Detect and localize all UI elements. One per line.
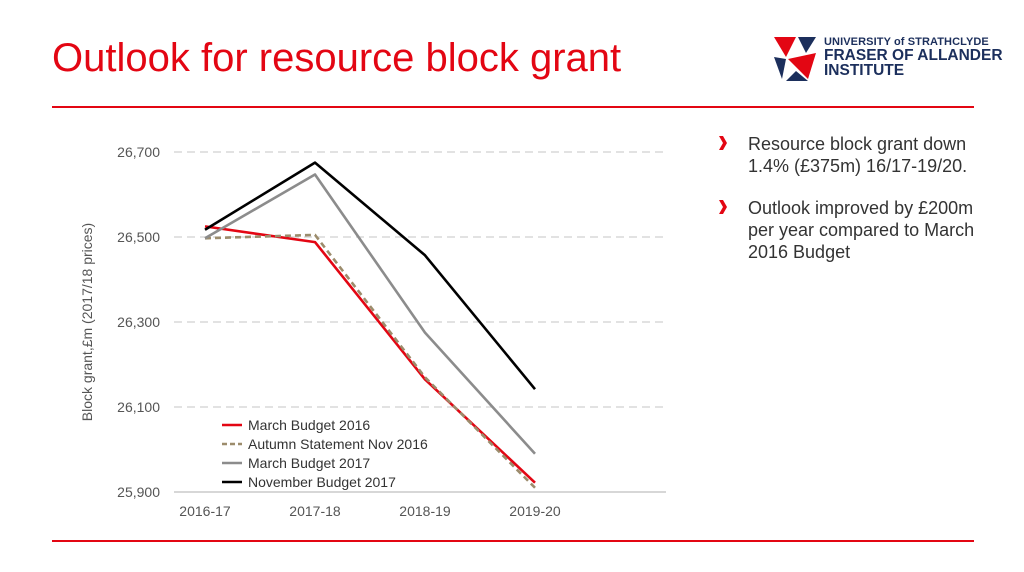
series-line [204, 173, 536, 455]
bottom-divider [52, 540, 974, 542]
top-divider [52, 106, 974, 108]
bullet-item: Outlook improved by £200m per year compa… [718, 197, 998, 263]
bullet-text: Outlook improved by £200m per year compa… [748, 198, 975, 262]
y-tick-label: 26,500 [117, 229, 160, 245]
logo-university: UNIVERSITY of STRATHCLYDE [824, 36, 989, 48]
chevron-right-icon [719, 136, 727, 150]
bullet-item: Resource block grant down 1.4% (£375m) 1… [718, 133, 998, 177]
logo-institute-line2: INSTITUTE [824, 62, 905, 79]
bullet-text: Resource block grant down 1.4% (£375m) 1… [748, 134, 968, 176]
logo-emblem-icon [774, 37, 816, 81]
series-line [204, 233, 536, 489]
y-tick-label: 26,100 [117, 399, 160, 415]
legend-label: November Budget 2017 [248, 474, 396, 490]
chart: 25,900 26,100 26,300 26,500 26,700 2016-17 201… [70, 120, 680, 535]
line-chart: 25,900 26,100 26,300 26,500 26,700 2016-17 201… [79, 144, 666, 519]
y-tick-label: 26,300 [117, 314, 160, 330]
x-tick-label: 2017-18 [289, 503, 341, 519]
series-line [204, 225, 536, 484]
y-axis-label: Block grant,£m (2017/18 prices) [79, 223, 95, 421]
slide-title: Outlook for resource block grant [52, 36, 622, 80]
chevron-right-icon [719, 200, 727, 214]
legend-label: March Budget 2017 [248, 455, 370, 471]
series-line [204, 161, 537, 390]
legend-label: March Budget 2016 [248, 417, 370, 433]
x-tick-label: 2018-19 [399, 503, 451, 519]
legend-label: Autumn Statement Nov 2016 [248, 436, 428, 452]
x-tick-label: 2016-17 [179, 503, 231, 519]
y-tick-label: 25,900 [117, 484, 160, 500]
logo-institute-line1: FRASER OF ALLANDER [824, 47, 1003, 64]
x-tick-label: 2019-20 [509, 503, 561, 519]
logo: UNIVERSITY of STRATHCLYDE FRASER OF ALLA… [772, 33, 1003, 89]
bullet-list: Resource block grant down 1.4% (£375m) 1… [718, 133, 998, 283]
y-tick-label: 26,700 [117, 144, 160, 160]
